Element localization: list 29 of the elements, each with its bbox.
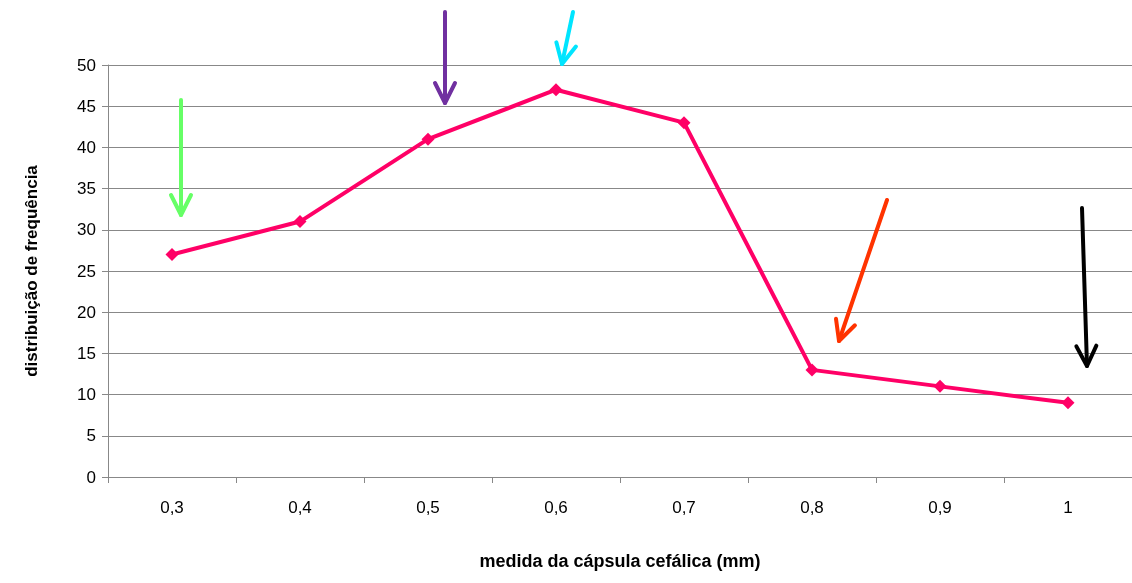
x-axis-title: medida da cápsula cefálica (mm): [479, 551, 761, 571]
x-tick-label: 0,5: [416, 498, 440, 517]
x-tick-label: 0,4: [288, 498, 312, 517]
y-tick-label: 10: [77, 385, 96, 405]
x-tick-label: 0,3: [160, 498, 184, 517]
point: [165, 248, 179, 262]
point: [805, 363, 819, 377]
x-tick-label: 1: [1063, 498, 1073, 517]
point: [677, 116, 691, 130]
point: [549, 83, 563, 97]
y-tick-label: 20: [77, 302, 96, 322]
x-tick-label: 0,8: [800, 498, 824, 517]
y-tick-label: 5: [86, 426, 96, 446]
y-tick-label: 50: [77, 55, 96, 75]
y-tick-label: 25: [77, 261, 96, 281]
y-tick-label: 45: [77, 96, 96, 116]
point: [933, 379, 947, 393]
y-axis-title: distribuição de frequência: [22, 164, 41, 377]
y-tick-label: 15: [77, 343, 96, 363]
point: [293, 215, 307, 229]
x-tick-label: 0,6: [544, 498, 568, 517]
point: [421, 132, 435, 146]
x-tick-label: 0,7: [672, 498, 696, 517]
point: [1061, 396, 1075, 410]
y-tick-label: 30: [77, 220, 96, 240]
y-tick-label: 40: [77, 137, 96, 157]
x-tick-label: 0,9: [928, 498, 952, 517]
y-tick-label: 35: [77, 179, 96, 199]
y-tick-label: 0: [86, 467, 96, 487]
